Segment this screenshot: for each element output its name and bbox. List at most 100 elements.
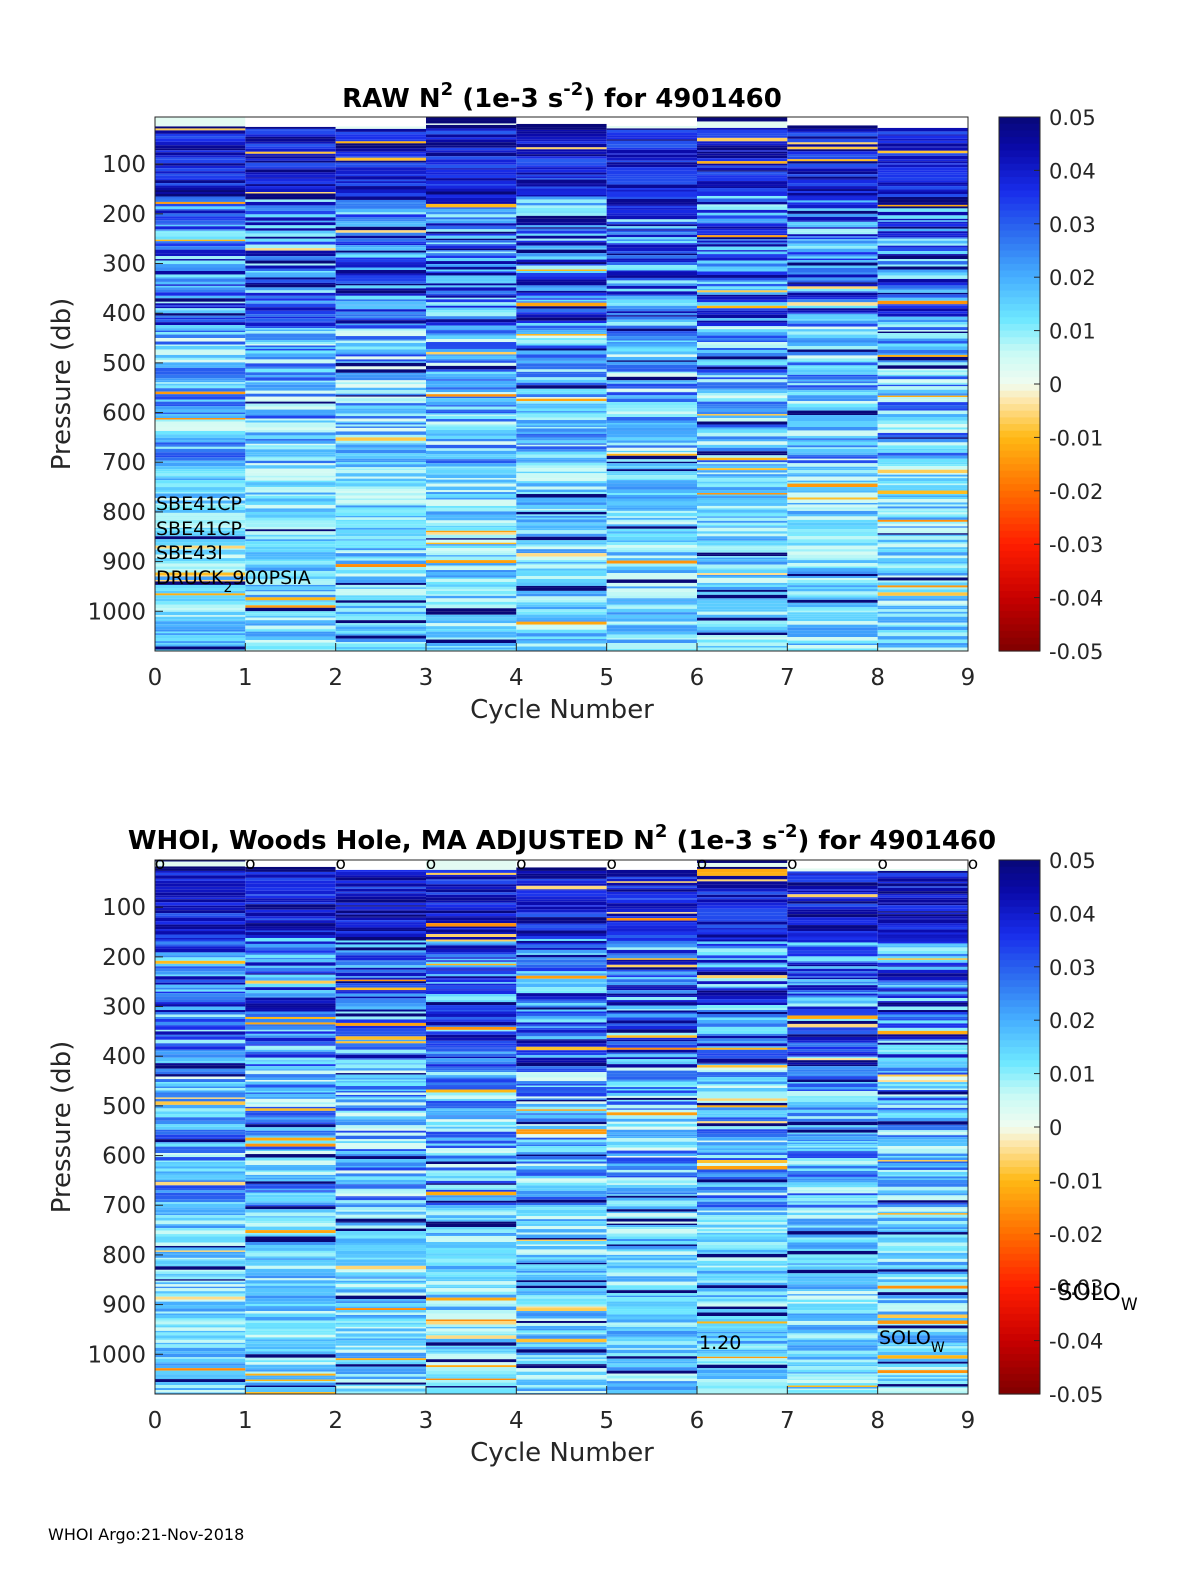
- heat-cell: [426, 1284, 517, 1287]
- heat-cell: [606, 1000, 697, 1003]
- heat-cell: [877, 346, 968, 350]
- heat-cell: [426, 555, 517, 557]
- heat-cell: [877, 1375, 968, 1378]
- heat-cell: [697, 1356, 788, 1359]
- heat-cell: [606, 1017, 697, 1021]
- heat-cell: [516, 514, 607, 516]
- heat-cell: [245, 166, 336, 169]
- heat-cell: [606, 371, 697, 374]
- heat-cell: [787, 1132, 878, 1135]
- heat-cell: [697, 1253, 788, 1258]
- heat-cell: [245, 1343, 336, 1347]
- heat-cell: [245, 1328, 336, 1331]
- heat-cell: [516, 1050, 607, 1053]
- heat-cell: [245, 390, 336, 394]
- heat-cell: [877, 1240, 968, 1243]
- heat-cell: [335, 1338, 426, 1341]
- heat-cell: [155, 931, 246, 935]
- heat-cell: [516, 510, 607, 512]
- heat-cell: [516, 1110, 607, 1114]
- heat-cell: [697, 1369, 788, 1374]
- heat-cell: [155, 1286, 246, 1289]
- heat-cell: [426, 575, 517, 578]
- heat-cell: [335, 605, 426, 609]
- heat-cell: [697, 147, 788, 151]
- heat-cell: [516, 575, 607, 579]
- heat-cell: [426, 629, 517, 632]
- heat-cell: [697, 512, 788, 515]
- heat-cell: [877, 1036, 968, 1040]
- heat-cell: [606, 1132, 697, 1135]
- heat-cell: [697, 472, 788, 475]
- heat-cell: [516, 1285, 607, 1289]
- heat-cell: [335, 336, 426, 340]
- heat-cell: [877, 976, 968, 981]
- heat-cell: [516, 397, 607, 399]
- heat-cell: [516, 154, 607, 157]
- heat-cell: [877, 349, 968, 354]
- colorbar-segment: [999, 1380, 1040, 1388]
- heat-cell: [335, 320, 426, 324]
- heat-cell: [335, 570, 426, 574]
- heat-cell: [606, 889, 697, 892]
- heat-cell: [787, 312, 878, 314]
- heat-cell: [877, 1314, 968, 1318]
- heat-cell: [516, 377, 607, 380]
- heat-cell: [245, 862, 336, 865]
- heat-cell: [606, 495, 697, 498]
- heat-cell: [245, 126, 336, 129]
- heat-cell: [335, 481, 426, 484]
- heat-cell: [335, 1368, 426, 1372]
- heat-cell: [877, 549, 968, 553]
- heat-cell: [606, 232, 697, 235]
- heat-cell: [245, 177, 336, 179]
- heat-cell: [155, 937, 246, 940]
- heat-cell: [335, 421, 426, 423]
- heat-cell: [877, 474, 968, 477]
- heat-cell: [877, 374, 968, 377]
- heat-cell: [426, 577, 517, 579]
- heat-cell: [877, 539, 968, 543]
- heat-cell: [155, 152, 246, 156]
- heat-cell: [516, 536, 607, 541]
- heat-cell: [516, 222, 607, 226]
- heat-cell: [697, 342, 788, 345]
- heat-cell: [516, 465, 607, 469]
- heat-cell: [245, 1209, 336, 1213]
- annotation-value: 1.20: [699, 1332, 741, 1354]
- heat-cell: [516, 906, 607, 910]
- colorbar-segment: [999, 993, 1040, 1001]
- heat-cell: [606, 598, 697, 600]
- heat-cell: [245, 1375, 336, 1378]
- heat-cell: [606, 422, 697, 425]
- heat-cell: [426, 1131, 517, 1135]
- heat-cell: [155, 383, 246, 386]
- heat-cell: [245, 1140, 336, 1144]
- heat-cell: [155, 1351, 246, 1354]
- heat-cell: [697, 955, 788, 959]
- heat-cell: [877, 958, 968, 960]
- heat-cell: [426, 874, 517, 877]
- heat-cell: [155, 270, 246, 275]
- heat-cell: [245, 274, 336, 278]
- heat-cell: [335, 403, 426, 406]
- heat-cell: [335, 1312, 426, 1316]
- heat-cell: [606, 191, 697, 194]
- heat-cell: [787, 376, 878, 380]
- heat-cell: [606, 1236, 697, 1240]
- heat-cell: [245, 504, 336, 509]
- heat-cell: [155, 1010, 246, 1013]
- heat-cell: [787, 1333, 878, 1336]
- heat-cell: [877, 988, 968, 991]
- heat-cell: [155, 527, 246, 530]
- heat-cell: [877, 1084, 968, 1087]
- heat-cell: [155, 1353, 246, 1358]
- heat-cell: [426, 1077, 517, 1080]
- colorbar-tick-label: -0.03: [1049, 1276, 1103, 1300]
- heat-cell: [155, 991, 246, 994]
- heat-cell: [155, 897, 246, 900]
- heat-cell: [697, 1010, 788, 1013]
- heat-cell: [606, 606, 697, 609]
- heat-cell: [155, 1273, 246, 1276]
- heat-cell: [155, 1275, 246, 1277]
